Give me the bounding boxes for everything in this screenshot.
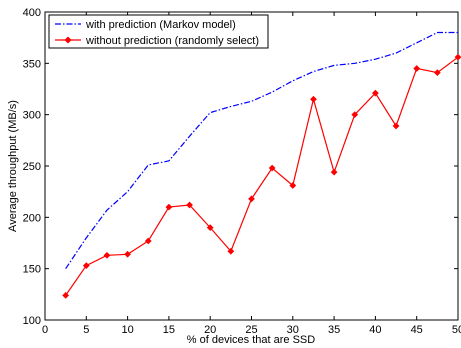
x-tick-label: 40 [369,324,381,336]
x-tick-label: 15 [163,324,175,336]
y-tick-label: 350 [23,58,41,70]
data-point-series-1 [330,168,338,176]
series-line-0 [65,31,458,270]
y-tick-label: 300 [23,110,41,122]
y-axis-label: Average throughput (MB/s) [7,100,19,232]
ticks: 0 5 10 15 20 25 30 35 40 45 50 100 150 200 250 300 350 40… [23,7,461,336]
x-tick-label: 0 [42,324,48,336]
data-point-series-1 [289,182,297,189]
legend-label-series-0: with prediction (Markov model) [85,19,236,31]
series-line-1 [65,56,459,296]
data-point-series-1 [351,111,359,119]
data-point-series-1 [82,262,90,269]
x-tick-label: 45 [411,324,423,336]
y-tick-label: 200 [23,212,41,224]
data-point-series-1 [165,203,173,211]
data-point-series-1 [124,250,131,258]
legend-box [48,14,269,49]
x-tick-label: 25 [245,324,257,336]
data-point-series-1 [372,89,379,97]
data-point-series-1 [103,251,111,259]
data-point-series-1 [310,95,317,103]
x-tick-label: 10 [121,324,133,336]
y-tick-label: 400 [23,7,41,19]
x-tick-label: 20 [204,324,216,336]
y-tick-label: 250 [23,161,41,173]
x-tick-label: 35 [328,324,340,336]
data-point-series-1 [413,65,421,72]
data-point-series-1 [227,247,235,255]
y-tick-label: 150 [23,264,41,276]
data-point-series-1 [433,69,441,76]
x-axis-label: % of devices that are SSD [187,334,315,346]
data-point-series-1 [62,291,70,299]
legend: with prediction (Markov model) without p… [48,14,269,49]
series-layer [62,31,461,299]
x-tick-label: 30 [287,324,299,336]
data-point-series-1 [186,201,193,209]
data-point-series-1 [144,237,152,245]
legend-marker-series-1 [64,36,72,44]
y-tick-label: 100 [23,315,41,327]
data-point-series-1 [268,164,276,172]
x-tick-label: 50 [452,324,461,336]
legend-label-series-1: without prediction (randomly select) [85,35,259,47]
data-point-series-1 [248,195,255,203]
x-tick-label: 5 [83,324,89,336]
plot-area [44,11,459,321]
data-point-series-1 [454,53,461,61]
data-point-series-1 [392,122,400,130]
data-point-series-1 [206,224,214,231]
